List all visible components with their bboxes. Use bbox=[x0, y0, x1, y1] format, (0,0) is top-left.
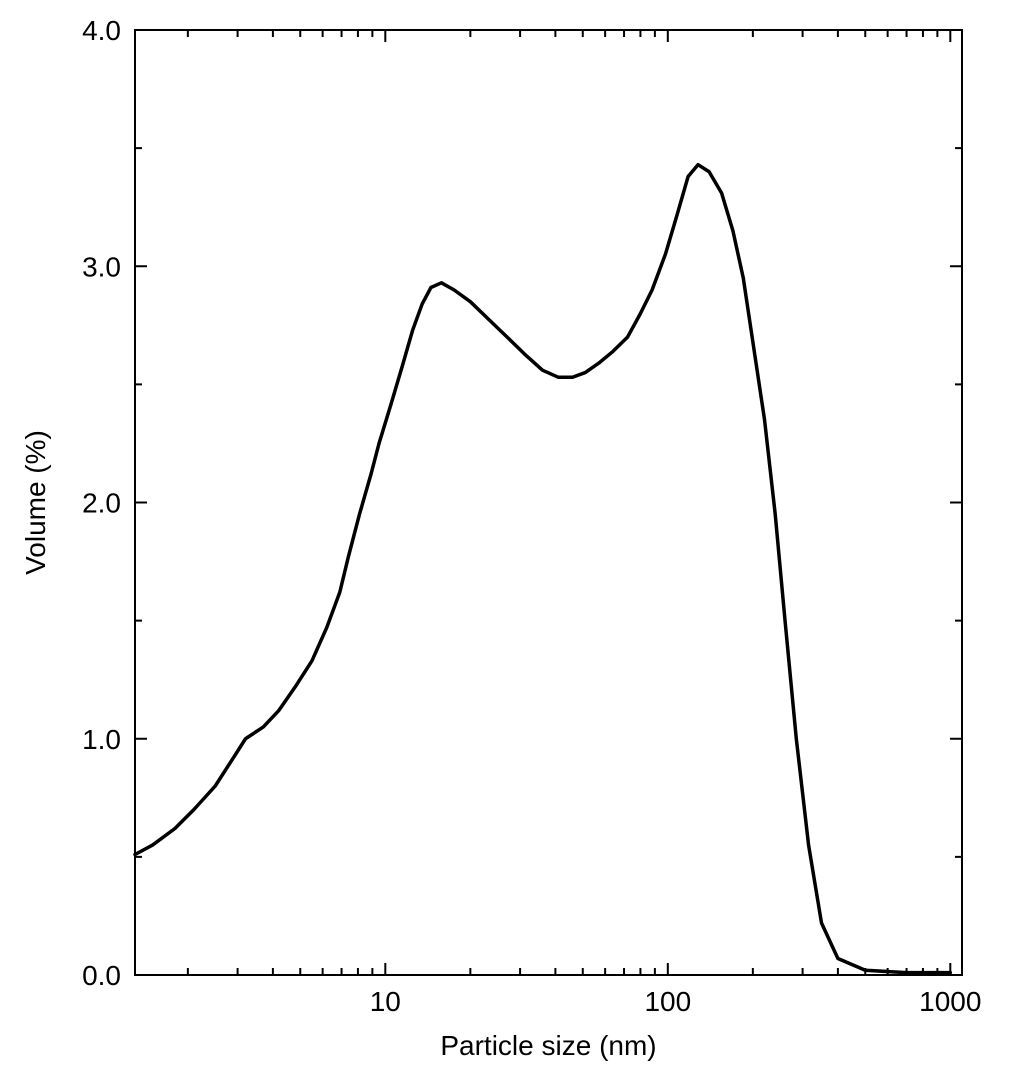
svg-text:1000: 1000 bbox=[919, 986, 981, 1017]
chart-svg: 10 100 1000 0.0 1.0 2.0 3.0 4.0 Particle size (n… bbox=[0, 0, 1022, 1080]
svg-text:1.0: 1.0 bbox=[82, 724, 121, 755]
svg-text:Particle size (nm): Particle size (nm) bbox=[440, 1030, 656, 1061]
svg-text:0.0: 0.0 bbox=[82, 960, 121, 991]
svg-text:10: 10 bbox=[370, 986, 401, 1017]
svg-text:2.0: 2.0 bbox=[82, 488, 121, 519]
svg-text:Volume (%): Volume (%) bbox=[20, 430, 51, 575]
particle-size-chart: 10 100 1000 0.0 1.0 2.0 3.0 4.0 Particle size (n… bbox=[0, 0, 1022, 1080]
svg-text:100: 100 bbox=[644, 986, 691, 1017]
svg-text:3.0: 3.0 bbox=[82, 251, 121, 282]
svg-text:4.0: 4.0 bbox=[82, 15, 121, 46]
